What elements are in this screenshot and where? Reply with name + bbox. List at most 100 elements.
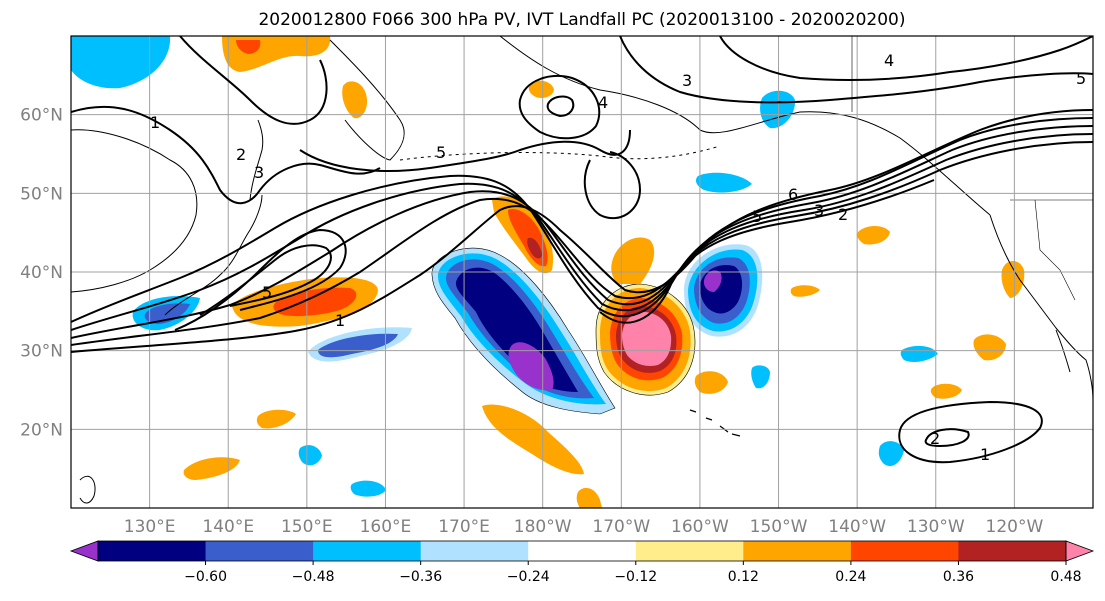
colorbar-frame [97, 540, 1067, 562]
neg-feature-sw4 [298, 445, 322, 466]
contour-label-4-a: 4 [884, 51, 894, 70]
colorbar-segment [205, 541, 314, 561]
pos-feature-south4 [576, 487, 602, 508]
lon-tick-label: 170°W [592, 517, 650, 537]
contour-label-3-b: 3 [254, 163, 264, 182]
colorbar-segment [850, 541, 959, 561]
pos-feature-east5 [790, 285, 820, 297]
contour-5-main [71, 141, 1093, 323]
pos-feature-hawaii [694, 371, 728, 394]
lat-tick-label: 60°N [20, 106, 63, 126]
lon-tick-label: 130°W [907, 517, 965, 537]
neg-feature-gulf [696, 172, 752, 193]
contour-3-main [71, 125, 1093, 339]
neg-feature-nw [71, 36, 171, 89]
contour-1-main [71, 109, 1093, 353]
neg-feature-160e-core [318, 333, 398, 358]
lon-tick-label: 160°W [671, 517, 729, 537]
contour-4-main [71, 133, 1093, 331]
pos-feature-south3 [256, 409, 296, 429]
lat-tick-label: 50°N [20, 184, 63, 204]
contour-label-6-a: 6 [788, 185, 798, 204]
contour-label-1-b: 1 [980, 445, 990, 464]
contour-upper-3 [299, 129, 631, 172]
hawaii-islands [689, 409, 741, 437]
contour-label-3-c: 3 [682, 71, 692, 90]
contour-pacific-inner [924, 428, 970, 448]
neg-feature-3 [455, 267, 578, 392]
contour-east-low [583, 151, 642, 220]
figure-title: 2020012800 F066 300 hPa PV, IVT Landfall… [258, 10, 905, 30]
neg-feature-alaska [760, 90, 796, 129]
contour-label-3-a: 3 [814, 201, 824, 220]
contour-label-1-c: 1 [150, 113, 160, 132]
pos-feature-core [622, 312, 672, 366]
neg-feature-hawaii [751, 365, 770, 389]
colorbar-tick-label: 0.12 [728, 569, 759, 585]
gridlines [71, 36, 1093, 508]
contour-pacific-outer [898, 400, 1043, 464]
pos-feature-south2 [183, 457, 240, 480]
pos-feature-east2 [1001, 261, 1025, 298]
pos-feature-east3 [973, 334, 1006, 361]
state-border-2 [1034, 199, 1076, 301]
colorbar-ticks: −0.60 −0.48 −0.36 −0.24 −0.12 0.12 0.24 0.36 0.4… [184, 561, 1082, 585]
coast-sakhalin [249, 119, 264, 201]
longitude-labels: 130°E 140°E 150°E 160°E 170°E 180°W 170°W 160°W… [124, 517, 1044, 537]
colorbar-extend-min [69, 540, 99, 562]
contour-alaska-2 [619, 36, 1093, 104]
contour-labels: 1 1 1 2 2 2 3 3 3 4 4 5 5 5 5 6 [150, 51, 1086, 464]
coast-baja [1055, 329, 1071, 373]
colorbar-segment [420, 541, 529, 561]
lat-tick-label: 40°N [20, 263, 63, 283]
map-panel: 1 1 1 2 2 2 3 3 3 4 4 5 5 5 5 6 [70, 35, 1094, 509]
colorbar: −0.60 −0.48 −0.36 −0.24 −0.12 0.12 0.24 0.36 0.4… [69, 540, 1095, 585]
lon-tick-label: 140°W [828, 517, 886, 537]
colorbar-segment [635, 541, 744, 561]
contour-aleut-loop-inner [546, 95, 575, 118]
contour-label-5-b: 5 [752, 207, 762, 226]
colorbar-tick-label: −0.48 [292, 569, 335, 585]
latitude-labels: 20°N 30°N 40°N 50°N 60°N [20, 106, 63, 441]
neg-feature-east-core [703, 270, 722, 292]
colorbar-tick-label: −0.24 [507, 569, 550, 585]
lon-tick-label: 150°E [281, 517, 333, 537]
pos-feature-north-core [527, 237, 542, 259]
coast-north-america [989, 214, 1093, 401]
colorbar-tick-label: 0.36 [943, 569, 974, 585]
colorbar-segment [528, 541, 637, 561]
coast-kamchatka [329, 39, 405, 161]
colorbar-tick-label: 0.24 [835, 569, 866, 585]
colorbar-segment [743, 541, 852, 561]
pos-feature-aleut [528, 80, 554, 98]
pv-shading [71, 36, 1025, 508]
philippines [79, 475, 96, 504]
contour-label-2-b: 2 [930, 429, 940, 448]
neg-feature-sw1 [900, 345, 938, 362]
neg-feature-sw2 [878, 441, 904, 467]
neg-feature-japan-core [144, 303, 190, 324]
colorbar-tick-label: −0.60 [184, 569, 227, 585]
lat-tick-label: 30°N [20, 342, 63, 362]
coast-japan [164, 194, 263, 316]
colorbar-extend-max [1065, 540, 1095, 562]
pos-feature-top2 [342, 81, 368, 119]
colorbar-tick-label: −0.12 [614, 569, 657, 585]
lon-tick-label: 180°W [514, 517, 572, 537]
pos-feature-top1b [236, 40, 261, 54]
coast-asia [71, 129, 198, 293]
lon-tick-label: 150°W [750, 517, 808, 537]
contour-alaska-high [719, 36, 1093, 81]
contour-jet-loop-2 [199, 244, 332, 316]
pos-feature-east1 [857, 226, 890, 245]
contour-aleut-loop [518, 75, 601, 140]
contour-upper-2 [179, 36, 328, 125]
pv-contours [71, 36, 1093, 464]
contour-label-1-a: 1 [335, 311, 345, 330]
contour-label-5-a: 5 [436, 143, 446, 162]
lon-tick-label: 130°E [124, 517, 176, 537]
colorbar-tick-label: −0.36 [399, 569, 442, 585]
lon-tick-label: 120°W [986, 517, 1044, 537]
lon-tick-label: 140°E [202, 517, 254, 537]
lon-tick-label: 170°E [438, 517, 490, 537]
